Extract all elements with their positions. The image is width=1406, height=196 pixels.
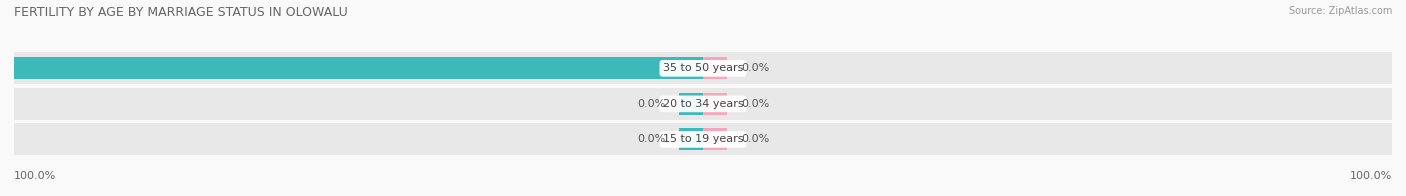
Text: Source: ZipAtlas.com: Source: ZipAtlas.com bbox=[1288, 6, 1392, 16]
Text: 20 to 34 years: 20 to 34 years bbox=[662, 99, 744, 109]
Text: 0.0%: 0.0% bbox=[741, 134, 769, 144]
Text: 100.0%: 100.0% bbox=[1350, 171, 1392, 181]
Text: 0.0%: 0.0% bbox=[637, 134, 665, 144]
Text: 0.0%: 0.0% bbox=[741, 99, 769, 109]
Text: FERTILITY BY AGE BY MARRIAGE STATUS IN OLOWALU: FERTILITY BY AGE BY MARRIAGE STATUS IN O… bbox=[14, 6, 347, 19]
Text: 100.0%: 100.0% bbox=[14, 171, 56, 181]
Text: 0.0%: 0.0% bbox=[637, 99, 665, 109]
Text: 15 to 19 years: 15 to 19 years bbox=[662, 134, 744, 144]
Bar bbox=[679, 93, 703, 115]
Bar bbox=[14, 52, 1392, 84]
Text: 0.0%: 0.0% bbox=[741, 63, 769, 73]
Bar bbox=[14, 57, 703, 79]
Bar bbox=[14, 123, 1392, 155]
Text: 35 to 50 years: 35 to 50 years bbox=[662, 63, 744, 73]
Bar bbox=[14, 88, 1392, 120]
Bar bbox=[703, 57, 727, 79]
Bar bbox=[679, 128, 703, 150]
Bar bbox=[703, 93, 727, 115]
Bar bbox=[703, 128, 727, 150]
